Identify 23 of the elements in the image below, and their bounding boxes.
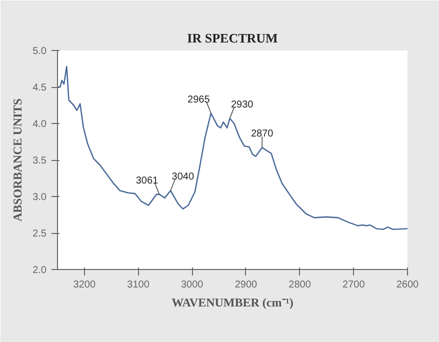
- annotation: 3040: [172, 172, 194, 183]
- x-tick-label: 3200: [73, 280, 96, 290]
- y-axis-title: ABSORBANCE UNITS: [10, 98, 25, 222]
- x-tick-label: 3000: [180, 280, 204, 290]
- y-tick-label: 4.0: [32, 119, 47, 130]
- y-tick-label: 5.0: [32, 46, 47, 57]
- y-tick-label: 3.0: [32, 192, 47, 203]
- y-tick-label: 4.5: [32, 82, 47, 94]
- annotation: 3061: [136, 175, 159, 186]
- x-tick-label: 3100: [127, 280, 150, 290]
- line-series: [58, 66, 408, 230]
- x-tick-label: 2900: [234, 280, 258, 290]
- y-tick-label: 2.5: [32, 228, 47, 240]
- annotation: 2930: [230, 99, 254, 110]
- y-tick-label: 3.5: [32, 156, 47, 166]
- annotation: 2870: [250, 128, 274, 140]
- chart-title: IR SPECTRUM: [187, 30, 278, 46]
- annotation: 2965: [188, 94, 210, 106]
- x-tick-label: 2700: [342, 280, 366, 290]
- x-axis-title: WAVENUMBER (cm⁻¹): [172, 296, 294, 310]
- y-tick-label: 2.0: [32, 265, 47, 276]
- x-tick-label: 2800: [288, 280, 312, 290]
- x-tick-label: 2600: [396, 280, 420, 290]
